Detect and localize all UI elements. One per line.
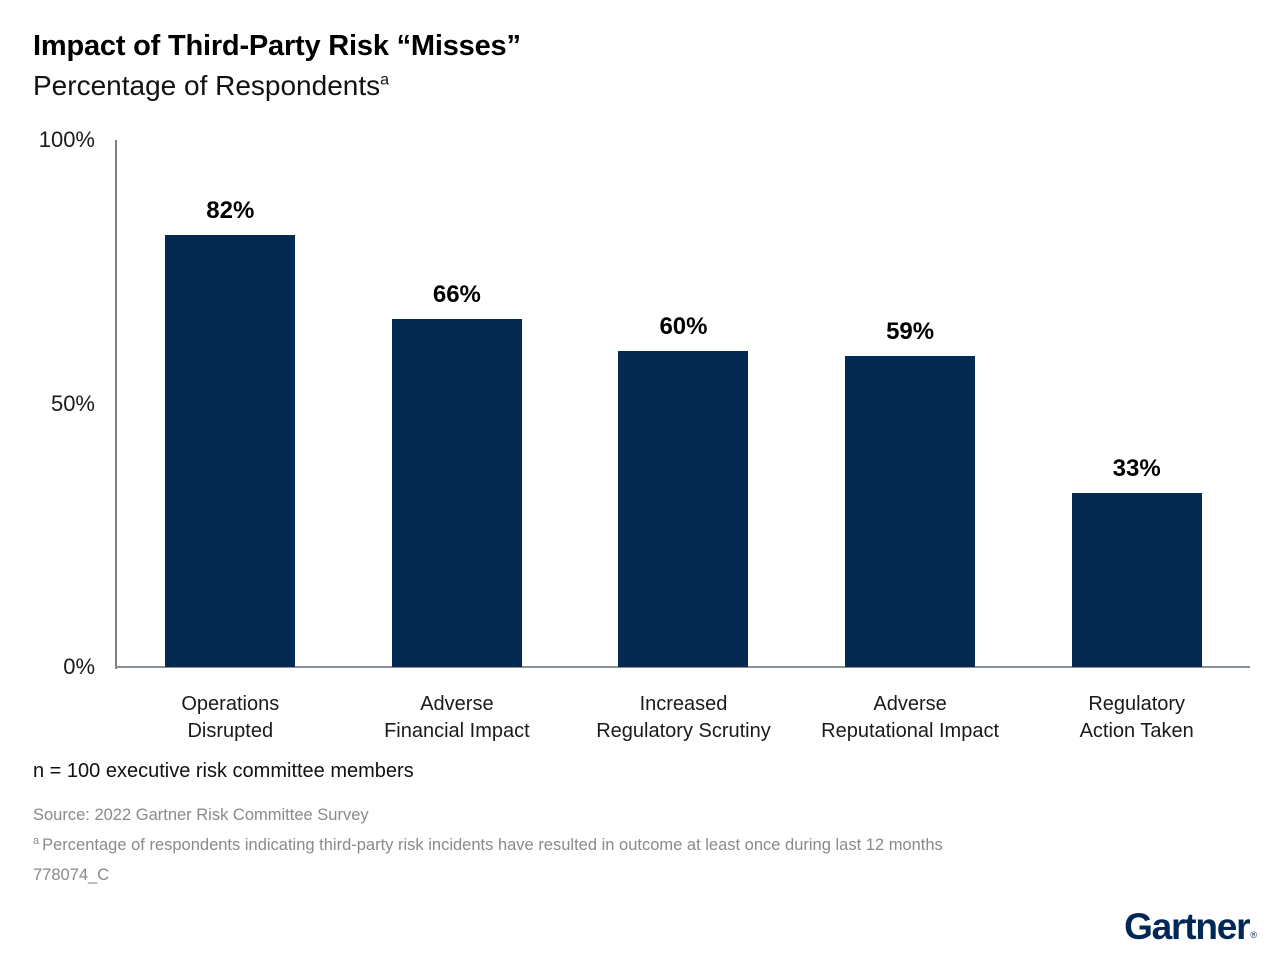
bar — [845, 356, 976, 667]
category-label-line: Regulatory Scrutiny — [596, 720, 771, 742]
footnote-line: a Percentage of respondents indicating th… — [33, 834, 943, 855]
x-axis-line — [115, 666, 1250, 668]
bar-value-label: 82% — [206, 196, 255, 224]
bar-column: 66% — [344, 140, 571, 667]
category-label-line: Increased — [639, 693, 728, 715]
category-label-line: Adverse — [420, 693, 494, 715]
bar-plot-area: 82% 66% 60% 59% 33% — [117, 140, 1250, 667]
category-label-line: Regulatory — [1088, 693, 1186, 715]
category-label-line: Adverse — [873, 693, 947, 715]
bar-value-label: 60% — [659, 312, 708, 340]
category-label-line: Reputational Impact — [821, 720, 1000, 742]
y-axis-tick-label: 0% — [63, 654, 95, 679]
chart-subtitle-superscript: a — [380, 71, 390, 89]
sample-size-note: n = 100 executive risk committee members — [33, 760, 414, 782]
bar — [1071, 493, 1202, 667]
source-line: Source: 2022 Gartner Risk Committee Surv… — [33, 806, 369, 824]
y-axis-tick-label: 50% — [50, 390, 95, 416]
category-label: Adverse Financial Impact — [344, 691, 571, 745]
gartner-logo: Gartner® — [1124, 906, 1257, 947]
bar-column: 82% — [117, 140, 344, 667]
bar-column: 59% — [797, 140, 1024, 667]
category-label: Adverse Reputational Impact — [797, 691, 1024, 745]
bar — [165, 234, 296, 667]
footnote-text: Percentage of respondents indicating thi… — [42, 836, 943, 854]
y-axis-tick-label: 100% — [38, 127, 95, 152]
category-label: Regulatory Action Taken — [1023, 691, 1250, 745]
category-label-line: Action Taken — [1079, 720, 1194, 742]
category-label: Increased Regulatory Scrutiny — [570, 691, 797, 745]
category-label-line: Financial Impact — [384, 720, 530, 742]
chart-subtitle-text: Percentage of Respondents — [33, 70, 381, 101]
category-label-line: Operations — [181, 693, 280, 715]
y-axis-line — [115, 140, 117, 669]
bar-column: 33% — [1023, 140, 1250, 667]
registered-trademark-icon: ® — [1250, 930, 1257, 940]
category-label: Operations Disrupted — [117, 691, 344, 745]
gartner-logo-text: Gartner — [1124, 906, 1250, 947]
document-code: 778074_C — [33, 866, 110, 884]
footnote-superscript: a — [33, 834, 40, 847]
bar-value-label: 33% — [1112, 455, 1161, 483]
bar-value-label: 66% — [432, 281, 481, 309]
category-label-line: Disrupted — [187, 720, 274, 742]
bar-column: 60% — [570, 140, 797, 667]
category-axis-labels: Operations Disrupted Adverse Financial Impa… — [117, 691, 1250, 745]
chart-title: Impact of Third-Party Risk “Misses” — [33, 30, 521, 62]
bar — [391, 319, 522, 667]
bar-value-label: 59% — [886, 318, 935, 346]
chart-subtitle: Percentage of Respondentsa — [33, 70, 389, 102]
bar — [618, 350, 749, 667]
